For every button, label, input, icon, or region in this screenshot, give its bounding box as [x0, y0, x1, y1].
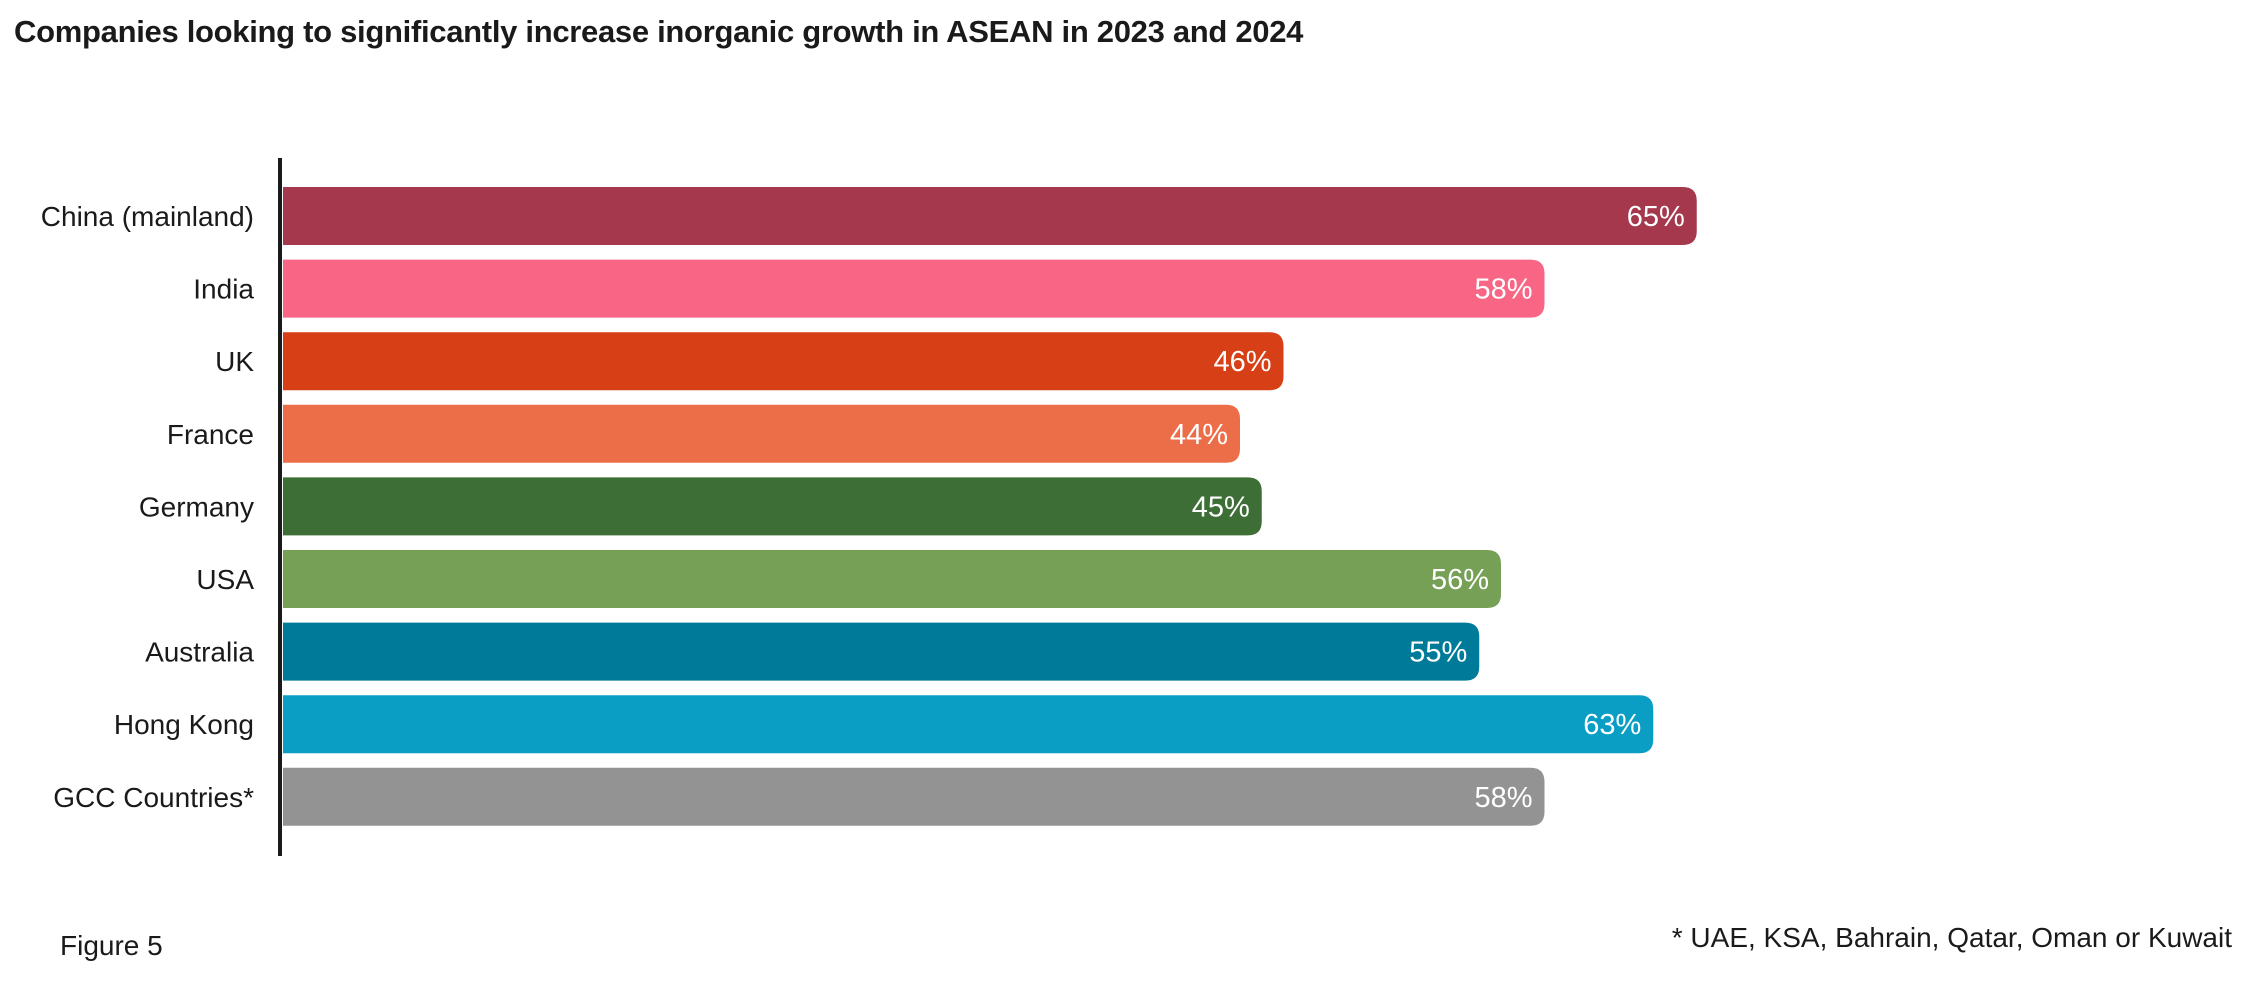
category-label: USA [196, 564, 254, 595]
bar [283, 332, 1284, 391]
value-label: 58% [1474, 274, 1532, 306]
bar [283, 477, 1262, 536]
value-label: 56% [1431, 564, 1489, 596]
value-label: 44% [1170, 419, 1228, 451]
value-label: 65% [1627, 201, 1685, 233]
figure-label: Figure 5 [60, 930, 163, 961]
footnote: * UAE, KSA, Bahrain, Qatar, Oman or Kuwa… [1671, 922, 2232, 953]
bar [283, 187, 1697, 245]
value-label: 55% [1409, 637, 1467, 669]
category-label: Germany [139, 491, 254, 522]
chart-title: Companies looking to significantly incre… [14, 14, 1304, 49]
value-label: 63% [1583, 709, 1641, 741]
category-label: India [193, 274, 254, 305]
bar-chart: China (mainland) 65% India 58% UK 46% France 44… [41, 158, 1697, 856]
value-label: 46% [1213, 346, 1271, 378]
category-label: China (mainland) [41, 201, 254, 232]
category-label: France [167, 419, 254, 450]
category-label: Australia [145, 637, 254, 668]
category-label: GCC Countries* [53, 782, 254, 813]
bar [283, 767, 1545, 826]
bar [283, 695, 1654, 754]
value-label: 58% [1474, 782, 1532, 814]
bar [283, 622, 1480, 681]
category-label: UK [215, 346, 254, 377]
bar [283, 404, 1240, 463]
bar [283, 550, 1501, 608]
category-label: Hong Kong [114, 709, 254, 740]
value-label: 45% [1192, 491, 1250, 523]
bar [283, 259, 1545, 318]
